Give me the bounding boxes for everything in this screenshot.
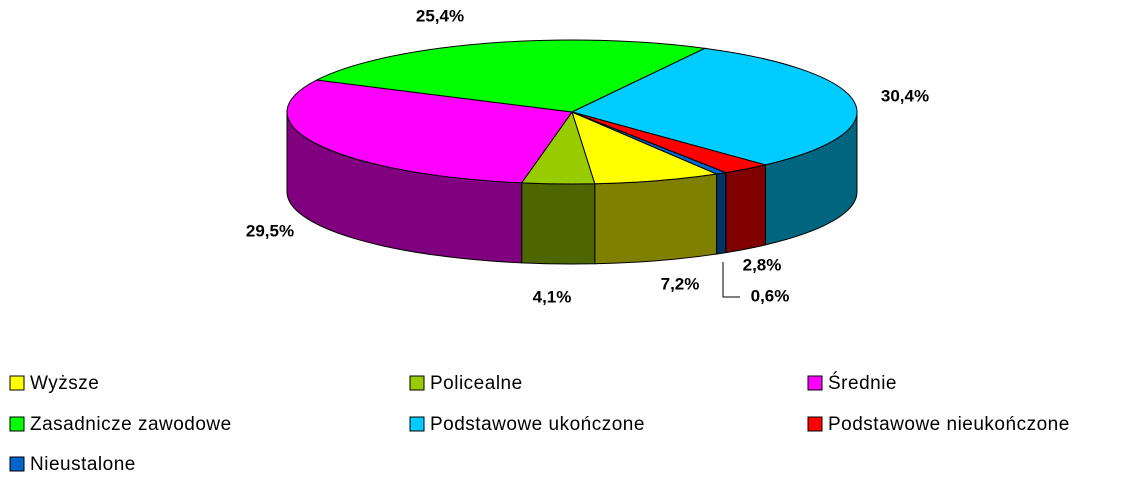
legend-swatch — [807, 375, 823, 391]
value-label: 2,8% — [743, 255, 782, 274]
legend-label: Średnie — [828, 372, 897, 394]
legend-label: Zasadnicze zawodowe — [30, 414, 232, 435]
legend-swatch — [9, 456, 25, 472]
legend-label: Nieustalone — [30, 454, 136, 475]
legend-swatch — [409, 416, 425, 432]
legend-swatch — [9, 375, 25, 391]
leader-line — [722, 262, 740, 298]
pie-slice — [571, 111, 719, 185]
pie-side — [594, 173, 718, 265]
legend-label: Policealne — [430, 373, 523, 394]
pie-slice — [314, 39, 707, 113]
legend-swatch — [409, 375, 425, 391]
value-labels: 7,2% 4,1% 29,5% 25,4% 30,4% 2,8% 0,6% — [246, 6, 929, 306]
legend-swatch — [807, 416, 823, 432]
value-label: 0,6% — [751, 286, 790, 305]
pie-slice — [571, 111, 728, 175]
pie-side — [716, 172, 727, 255]
value-label: 29,5% — [246, 221, 294, 240]
pie-side — [521, 182, 596, 265]
pie-sides — [286, 111, 858, 265]
value-label: 4,1% — [533, 287, 572, 306]
pie-side — [725, 164, 766, 254]
legend-label: Podstawowe nieukończone — [828, 414, 1070, 435]
pie-slice — [570, 47, 858, 166]
pie-tops — [286, 39, 858, 185]
legend-swatch — [9, 416, 25, 432]
value-label: 7,2% — [661, 274, 700, 293]
value-label: 30,4% — [881, 86, 929, 105]
legend-label: Wyższe — [30, 373, 99, 394]
legend: Wyższe Policealne Średnie Zasadnicze zawodo… — [9, 372, 1070, 475]
legend-label: Podstawowe ukończone — [430, 414, 645, 435]
pie-slice — [286, 79, 573, 184]
value-label: 25,4% — [416, 6, 464, 25]
